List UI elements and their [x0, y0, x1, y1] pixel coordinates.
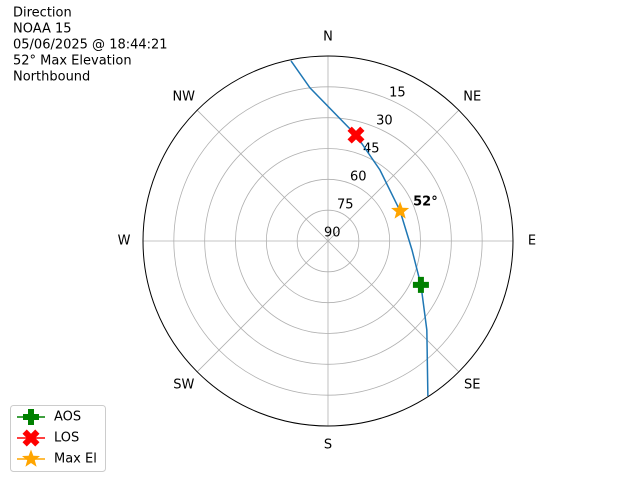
outer-frame	[142, 55, 514, 427]
angle-tick-label: SE	[464, 378, 480, 393]
marker-x	[347, 126, 365, 144]
grid-spoke	[196, 240, 329, 373]
legend-label: LOS	[54, 431, 79, 446]
angle-tick-label: N	[323, 30, 333, 45]
title-line: Direction	[13, 6, 72, 21]
title-line: 05/06/2025 @ 18:44:21	[13, 38, 168, 53]
annotation: 52°	[413, 194, 438, 209]
legend: AOS LOS Max El	[10, 405, 106, 472]
angle-tick-label: NW	[172, 89, 195, 104]
radial-tick-label: 75	[337, 197, 354, 212]
legend-label: Max El	[54, 452, 97, 467]
legend-marker	[21, 449, 41, 467]
title-line: 52° Max Elevation	[13, 54, 132, 69]
radial-tick-label: 90	[324, 225, 341, 240]
grid-spoke	[327, 109, 460, 242]
legend-label: AOS	[54, 410, 81, 425]
radial-tick-label: 30	[376, 114, 393, 129]
radial-tick-label: 15	[389, 86, 406, 101]
angle-tick-label: S	[324, 438, 332, 453]
track-line	[290, 60, 429, 397]
grid-spoke	[327, 240, 460, 373]
legend-frame	[10, 405, 106, 472]
grid-spoke	[196, 109, 329, 242]
title-line: Northbound	[13, 70, 90, 85]
marker-plus	[412, 276, 429, 293]
legend-marker	[22, 429, 40, 447]
radial-tick-label: 45	[363, 142, 380, 157]
angle-tick-label: NE	[463, 89, 481, 104]
angle-tick-label: SW	[173, 378, 194, 393]
radial-tick-label: 60	[350, 170, 367, 185]
title-line: NOAA 15	[13, 22, 72, 37]
angle-tick-label: W	[118, 234, 131, 249]
marker-star	[391, 201, 410, 219]
legend-marker	[23, 409, 39, 425]
angle-tick-label: E	[528, 234, 536, 249]
